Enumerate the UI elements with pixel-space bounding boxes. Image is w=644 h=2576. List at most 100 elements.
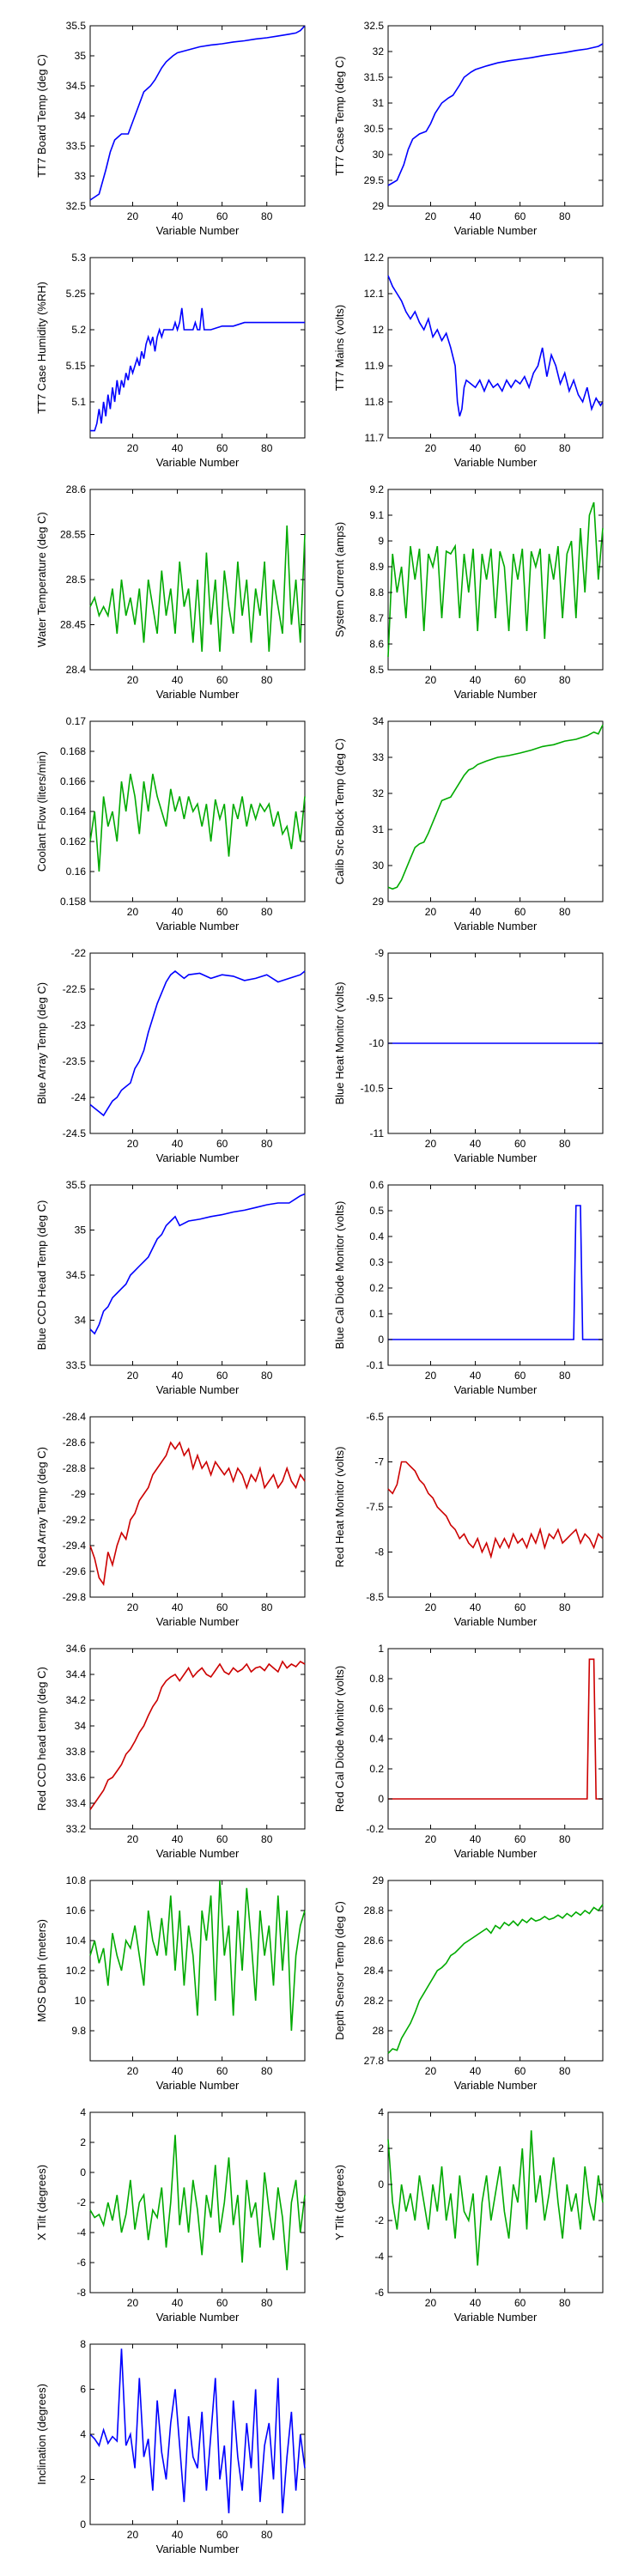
y-axis-label: Red Cal Diode Monitor (volts) [333, 1666, 346, 1813]
series-line [89, 774, 306, 872]
x-tick-label: 80 [559, 2297, 571, 2309]
y-tick-label: 28.45 [60, 619, 86, 631]
x-tick-label: 60 [216, 1370, 228, 1382]
x-axis-label: Variable Number [454, 688, 538, 701]
y-axis-label: Blue Cal Diode Monitor (volts) [333, 1201, 346, 1350]
y-tick-label: -4 [76, 2227, 86, 2239]
x-tick-label: 60 [216, 1601, 228, 1613]
x-tick-label: 40 [470, 2065, 482, 2077]
y-tick-label: -7.5 [366, 1501, 384, 1513]
x-tick-label: 80 [261, 1601, 273, 1613]
y-tick-label: 0.158 [60, 896, 86, 908]
y-tick-label: 32.5 [364, 20, 385, 32]
chart-panel-9: 20 40 60 80 -24.5 -24 -23.5 -23 -22.5 -22 Variable… [35, 947, 306, 1164]
x-tick-label: 20 [425, 210, 437, 222]
x-tick-label: 20 [127, 442, 139, 454]
chart-panel-3: 20 40 60 80 5.1 5.15 5.2 5.25 5.3 Variable Number… [35, 252, 306, 469]
y-tick-label: 29 [373, 896, 385, 908]
axes-frame [387, 1184, 604, 1366]
y-tick-label: 34 [75, 110, 87, 122]
y-tick-label: 8.5 [369, 664, 384, 676]
axes-frame [387, 720, 604, 902]
x-tick-label: 40 [172, 1833, 184, 1845]
y-tick-label: 0.162 [60, 835, 86, 848]
y-tick-label: 28.2 [364, 1995, 385, 2007]
x-tick-label: 80 [559, 1833, 571, 1845]
y-tick-label: 28.6 [364, 1935, 385, 1947]
y-tick-label: 29 [373, 200, 385, 212]
y-tick-label: 6 [80, 2384, 86, 2396]
axes-frame [387, 1648, 604, 1830]
y-tick-label: 12.1 [364, 288, 385, 300]
y-tick-label: -28.6 [63, 1437, 87, 1449]
y-axis-label: TT7 Board Temp (deg C) [35, 54, 48, 178]
y-tick-label: 5.2 [71, 324, 86, 336]
y-tick-label: -23 [71, 1019, 87, 1031]
chart-panel-1: 20 40 60 80 32.5 33 33.5 34 34.5 35 35.5 Variable N… [35, 20, 306, 237]
x-tick-label: 20 [127, 906, 139, 918]
y-tick-label: 31 [373, 823, 385, 835]
y-tick-label: 33 [75, 170, 87, 182]
chart-panel-12: 20 40 60 80 -0.1 0 0.1 0.2 0.3 0.4 0.5 0.6 Variable … [333, 1179, 604, 1396]
y-tick-label: -8.5 [366, 1591, 384, 1603]
y-tick-label: 0.2 [369, 1763, 384, 1775]
y-tick-label: 10.4 [66, 1935, 87, 1947]
x-axis-label: Variable Number [454, 1847, 538, 1860]
y-tick-label: -8 [374, 1546, 384, 1558]
chart-panel-6: 20 40 60 80 8.5 8.6 8.7 8.8 8.9 9 9.1 9.2 Variable N… [333, 483, 604, 701]
x-tick-label: 40 [172, 2297, 184, 2309]
y-tick-label: 28 [373, 2025, 385, 2037]
x-tick-label: 20 [425, 442, 437, 454]
x-tick-label: 60 [514, 1138, 526, 1150]
chart-panel-2: 20 40 60 80 29 29.5 30 30.5 31 31.5 32 32.5 Variable… [333, 20, 604, 237]
y-tick-label: 28.55 [60, 529, 86, 541]
axes-frame [89, 2111, 306, 2293]
x-tick-label: 20 [127, 210, 139, 222]
y-tick-label: 0 [378, 1334, 384, 1346]
y-tick-label: 28.4 [364, 1965, 385, 1977]
x-tick-label: 40 [172, 906, 184, 918]
y-tick-label: -29.2 [63, 1514, 87, 1526]
x-tick-label: 40 [470, 674, 482, 686]
x-axis-label: Variable Number [454, 920, 538, 933]
x-tick-label: 20 [127, 1833, 139, 1845]
y-tick-label: 28.6 [66, 483, 87, 495]
y-tick-label: 1 [378, 1643, 384, 1655]
series-line [89, 969, 306, 1117]
x-axis-label: Variable Number [454, 1151, 538, 1164]
series-line [387, 1461, 604, 1559]
y-tick-label: -29.4 [63, 1540, 87, 1552]
y-tick-label: 0.4 [369, 1230, 384, 1242]
series-line [89, 25, 306, 201]
chart-panel-13: 20 40 60 80 -29.8 -29.6 -29.4 -29.2 -29 -28.8 -28.… [35, 1411, 306, 1628]
y-tick-label: -2 [374, 2215, 384, 2227]
x-tick-label: 20 [425, 2065, 437, 2077]
x-tick-label: 20 [127, 1601, 139, 1613]
x-tick-label: 60 [216, 674, 228, 686]
y-tick-label: -24 [71, 1091, 87, 1103]
x-tick-label: 40 [172, 1601, 184, 1613]
series-line [387, 43, 604, 186]
x-tick-label: 40 [470, 1833, 482, 1845]
y-tick-label: 8.8 [369, 586, 384, 598]
x-tick-label: 80 [559, 674, 571, 686]
y-axis-label: Depth Sensor Temp (deg C) [333, 1901, 346, 2040]
x-tick-label: 60 [514, 906, 526, 918]
axes-frame [89, 952, 306, 1134]
x-tick-label: 60 [216, 1833, 228, 1845]
series-line [89, 1193, 306, 1335]
y-tick-label: -9 [374, 947, 384, 959]
x-tick-label: 40 [470, 210, 482, 222]
chart-panel-19: 20 40 60 80 -8 -6 -4 -2 0 2 4 Variable Number X Tilt… [35, 2106, 306, 2324]
x-axis-label: Variable Number [156, 1847, 240, 1860]
y-axis-label: System Current (amps) [333, 522, 346, 637]
x-tick-label: 80 [559, 1138, 571, 1150]
y-tick-label: 34 [373, 715, 385, 727]
axes-frame [89, 257, 306, 439]
x-tick-label: 60 [514, 1833, 526, 1845]
y-tick-label: 34 [75, 1720, 87, 1732]
y-tick-label: 0.17 [66, 715, 87, 727]
series-line [90, 307, 305, 432]
y-tick-label: -0.1 [366, 1359, 384, 1371]
